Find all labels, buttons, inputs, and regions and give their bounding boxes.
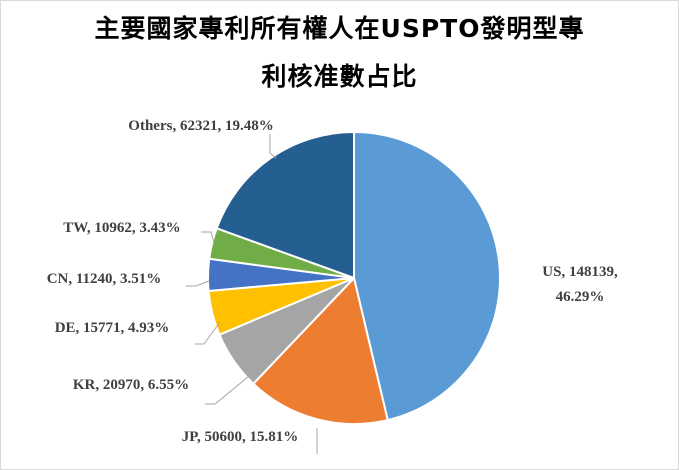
data-label-kr: KR, 20970, 6.55% (73, 377, 189, 393)
pie-slice-us (353, 130, 501, 422)
pie-leader-lines (186, 134, 318, 454)
leader-line-tw (201, 231, 215, 244)
pie-labels: US, 148139, 46.29% JP, 50600, 15.81% KR, 20… (47, 118, 618, 445)
pie-slice-jp (251, 275, 389, 425)
leader-line-cn (186, 280, 210, 287)
pie-slice-others (215, 130, 355, 280)
leader-line-kr (205, 371, 255, 405)
leader-line-de (195, 321, 221, 345)
leader-line-others (269, 134, 277, 159)
data-label-cn: CN, 11240, 3.51% (47, 271, 162, 287)
chart-title-line1: 主要國家專利所有權人在USPTO發明型專 (94, 14, 585, 43)
data-label-jp: JP, 50600, 15.81% (182, 429, 299, 445)
data-label-others: Others, 62321, 19.48% (128, 118, 273, 134)
data-label-de: DE, 15771, 4.93% (55, 320, 170, 336)
pie-slices (207, 130, 501, 425)
data-label-tw: TW, 10962, 3.43% (63, 220, 180, 236)
data-label-us: US, 148139, 46.29% (542, 264, 618, 305)
chart-title-line2: 利核准數占比 (261, 62, 418, 91)
